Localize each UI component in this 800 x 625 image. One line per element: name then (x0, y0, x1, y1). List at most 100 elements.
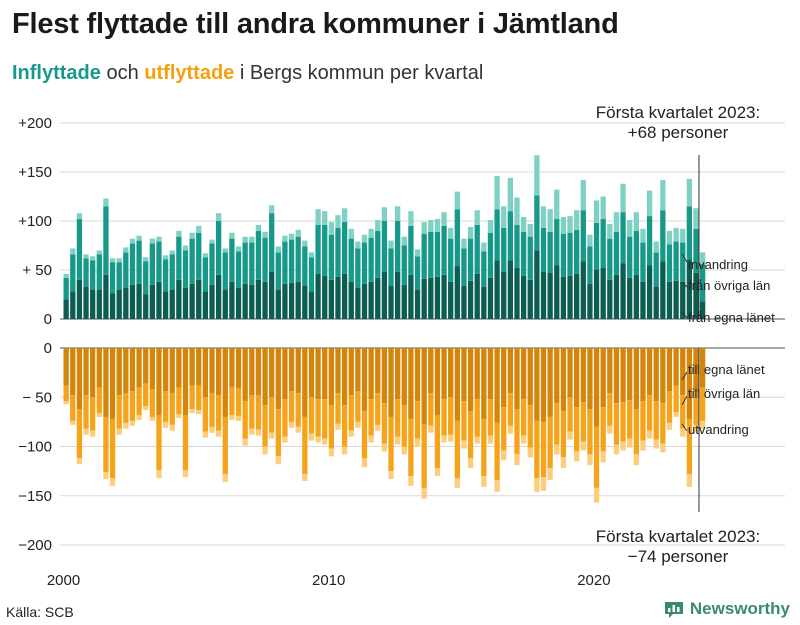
bar-in-local (381, 271, 388, 319)
bar-out-other (103, 416, 109, 473)
bar-out-local (189, 348, 195, 386)
label-till-ovriga-lan: till övriga län (688, 386, 760, 401)
bar-in-local (567, 275, 573, 319)
bar-in-foreign (414, 249, 421, 257)
chart-title: Flest flyttade till andra kommuner i Jäm… (12, 8, 619, 40)
y-tick-label: − 50 (22, 389, 52, 406)
bar-out-foreign (76, 458, 83, 465)
bar-out-other (680, 395, 686, 429)
bar-out-local (136, 348, 142, 388)
x-tick-label: 2010 (312, 572, 345, 589)
bar-out-other (666, 391, 673, 423)
bar-out-other (315, 399, 321, 437)
bar-in-other (593, 222, 600, 270)
bar-in-other (693, 228, 699, 273)
bar-out-other (176, 387, 182, 414)
bar-out-local (262, 348, 268, 406)
bar-in-other (315, 224, 321, 274)
bar-out-local (514, 348, 520, 410)
bar-out-local (242, 348, 248, 402)
bar-in-foreign (189, 232, 195, 239)
bar-in-other (129, 243, 136, 285)
bar-in-local (607, 279, 613, 319)
bar-out-other (693, 392, 699, 425)
bar-out-foreign (534, 478, 540, 492)
x-tick-label: 2000 (47, 572, 80, 589)
bar-in-local (63, 299, 69, 319)
bar-out-local (341, 348, 348, 406)
bar-in-other (255, 230, 262, 280)
bar-out-local (534, 348, 540, 421)
bar-in-local (434, 276, 441, 319)
bar-in-foreign (514, 197, 520, 225)
bar-in-other (686, 206, 693, 261)
bar-out-foreign (308, 433, 315, 441)
bar-out-other (660, 403, 666, 444)
bar-in-foreign (388, 240, 394, 249)
bar-out-other (421, 424, 427, 488)
bar-in-other (613, 231, 620, 275)
bar-out-other (448, 397, 454, 435)
bar-out-foreign (421, 487, 427, 499)
bar-in-local (70, 291, 76, 319)
bar-in-foreign (428, 220, 434, 232)
bar-in-local (627, 277, 633, 319)
bar-out-local (361, 348, 368, 412)
bar-out-local (580, 348, 586, 403)
bar-in-foreign (90, 256, 96, 261)
bar-out-local (156, 348, 162, 415)
bar-out-local (607, 348, 613, 394)
y-tick-label: +100 (18, 213, 52, 230)
bar-out-foreign (666, 422, 673, 430)
bar-out-local (666, 348, 673, 392)
bar-out-foreign (620, 441, 626, 451)
bar-out-other (600, 407, 606, 452)
bar-out-local (288, 348, 295, 392)
bar-out-foreign (136, 414, 142, 420)
bar-in-other (540, 227, 547, 272)
bar-out-other (434, 414, 441, 469)
bar-out-other (302, 416, 308, 475)
bar-in-local (302, 285, 308, 319)
bar-out-local (355, 348, 361, 392)
bar-out-local (574, 348, 580, 408)
annotation-out-line1: Första kvartalet 2023: (596, 527, 760, 546)
bar-in-foreign (242, 236, 248, 243)
bar-in-local (182, 287, 189, 319)
bar-out-local (143, 348, 149, 384)
bar-in-foreign (587, 234, 593, 247)
bar-in-other (454, 209, 460, 267)
bar-in-local (76, 279, 83, 319)
bar-out-other (295, 393, 301, 427)
bar-out-other (222, 416, 228, 475)
y-tick-label: +150 (18, 164, 52, 181)
bar-in-other (229, 238, 235, 282)
bar-out-foreign (229, 414, 235, 420)
bar-out-foreign (467, 458, 474, 469)
bar-in-other (63, 277, 69, 300)
bar-out-other (607, 393, 613, 426)
bar-in-other (481, 251, 487, 287)
bar-out-foreign (90, 430, 96, 437)
bar-out-foreign (103, 472, 109, 480)
bar-in-other (322, 224, 328, 276)
bar-in-other (375, 230, 381, 278)
bar-in-foreign (381, 207, 388, 221)
bar-in-foreign (295, 229, 301, 237)
bar-out-local (454, 348, 460, 421)
bar-in-other (428, 231, 434, 278)
bar-in-other (116, 262, 122, 290)
bar-in-other (653, 252, 659, 287)
bar-out-foreign (600, 451, 606, 463)
y-tick-label: 0 (44, 311, 52, 328)
bar-out-other (196, 385, 202, 411)
bar-in-other (448, 238, 454, 282)
bar-out-other (96, 387, 102, 414)
bar-in-other (673, 241, 679, 281)
bar-in-local (103, 274, 109, 319)
bar-in-local (593, 270, 600, 319)
bar-in-other (341, 221, 348, 274)
bar-out-foreign (322, 438, 328, 445)
bar-in-other (308, 257, 315, 292)
outflow-bars (63, 348, 706, 503)
